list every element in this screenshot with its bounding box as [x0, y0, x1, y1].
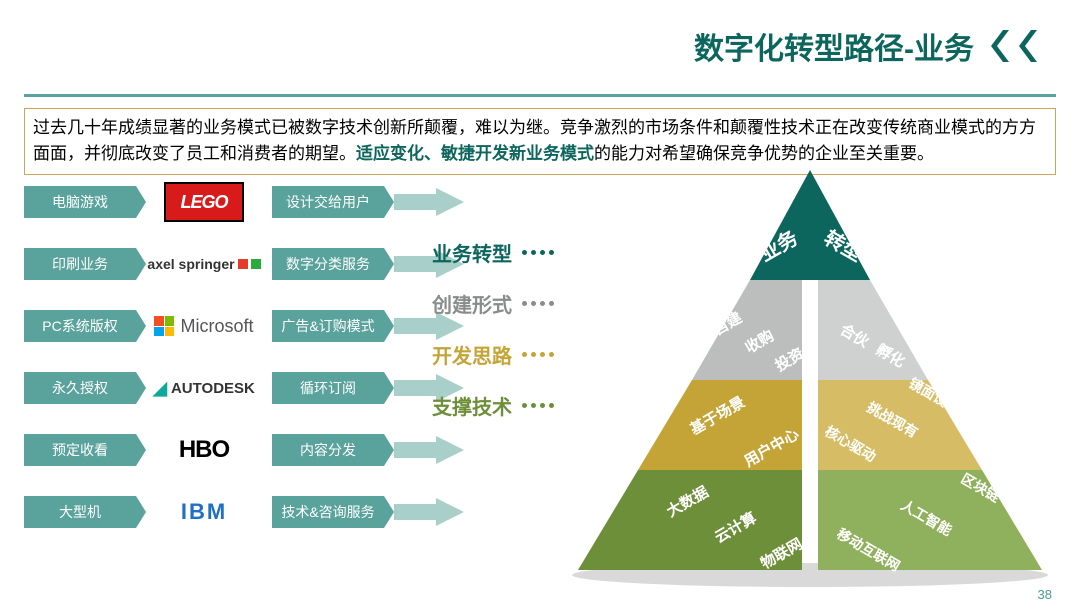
divider — [24, 94, 1056, 97]
new-model-tag: 技术&咨询服务 — [272, 496, 384, 528]
arrow-icon — [394, 436, 464, 464]
company-logo: ◢AUTODESK — [144, 364, 264, 412]
page-title: 数字化转型路径-业务 — [694, 24, 974, 68]
page-number: 38 — [1038, 587, 1052, 602]
arrow-icon — [394, 498, 464, 526]
intro-highlight: 适应变化、敏捷开发新业务模式 — [356, 144, 594, 163]
company-logo: LEGO — [144, 178, 264, 226]
legacy-tag: 印刷业务 — [24, 248, 136, 280]
pyramid-diagram: 业务转型自建收购投资合伙孵化基于场景用户中心核心驱动挑战现有镜面设计大数据云计算… — [570, 170, 1050, 590]
legacy-tag: 电脑游戏 — [24, 186, 136, 218]
legacy-tag: 永久授权 — [24, 372, 136, 404]
intro-box: 过去几十年成绩显著的业务模式已被数字技术创新所颠覆，难以为继。竞争激烈的市场条件… — [24, 108, 1056, 175]
company-logo: axel springer — [144, 240, 264, 288]
table-row: 大型机 IBM 技术&咨询服务 — [24, 488, 484, 536]
new-model-tag: 内容分发 — [272, 434, 384, 466]
new-model-tag: 循环订阅 — [272, 372, 384, 404]
company-logo: IBM — [144, 488, 264, 536]
arrow-icon — [394, 188, 464, 216]
company-logo: Microsoft — [144, 302, 264, 350]
table-row: 电脑游戏 LEGO 设计交给用户 — [24, 178, 484, 226]
table-row: 永久授权 ◢AUTODESK 循环订阅 — [24, 364, 484, 412]
table-row: PC系统版权 Microsoft 广告&订购模式 — [24, 302, 484, 350]
pyramid-label: 支撑技术 — [432, 391, 554, 420]
table-row: 预定收看 HBO 内容分发 — [24, 426, 484, 474]
intro-post: 的能力对希望确保竞争优势的企业至关重要。 — [594, 144, 934, 163]
pyramid-label: 业务转型 — [432, 238, 554, 267]
table-row: 印刷业务 axel springer 数字分类服务 — [24, 240, 484, 288]
transformation-rows: 电脑游戏 LEGO 设计交给用户 印刷业务 axel springer 数字分类… — [24, 178, 484, 536]
title-chevrons-icon — [986, 30, 1040, 62]
pyramid-label: 开发思路 — [432, 340, 554, 369]
new-model-tag: 广告&订购模式 — [272, 310, 384, 342]
pyramid-label: 创建形式 — [432, 289, 554, 318]
new-model-tag: 设计交给用户 — [272, 186, 384, 218]
legacy-tag: 预定收看 — [24, 434, 136, 466]
legacy-tag: PC系统版权 — [24, 310, 136, 342]
company-logo: HBO — [144, 426, 264, 474]
new-model-tag: 数字分类服务 — [272, 248, 384, 280]
pyramid-labels: 业务转型创建形式开发思路支撑技术 — [432, 238, 554, 420]
legacy-tag: 大型机 — [24, 496, 136, 528]
